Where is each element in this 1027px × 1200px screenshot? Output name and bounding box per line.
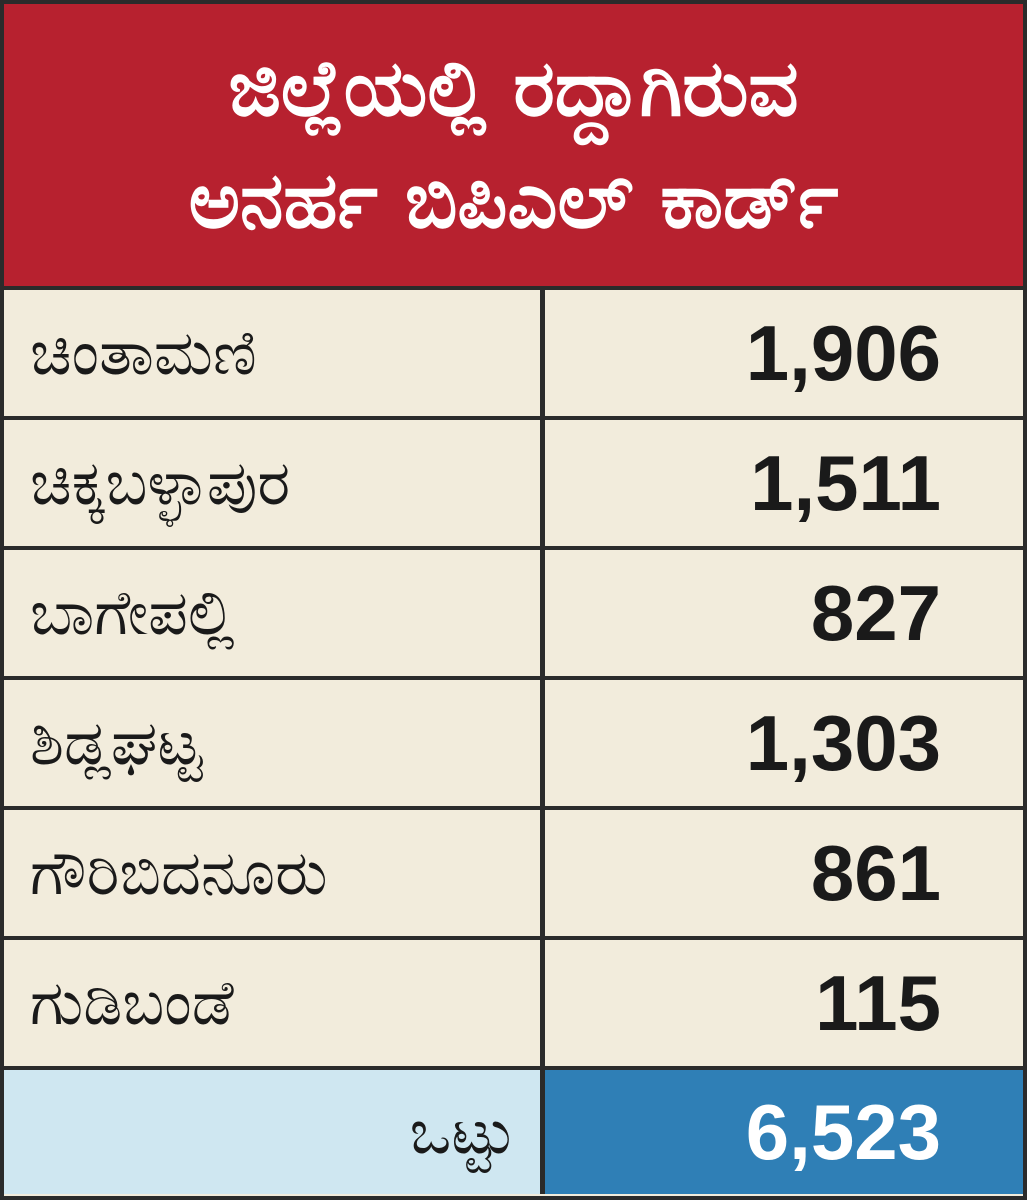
table: ಚಿಂತಾಮಣಿ 1,906 ಚಿಕ್ಕಬಳ್ಳಾಪುರ 1,511 ಬಾಗೇಪಲ್ಲಿ… <box>4 290 1023 1070</box>
total-label: ಒಟ್ಟು <box>4 1070 545 1194</box>
table-row: ಬಾಗೇಪಲ್ಲಿ 827 <box>4 550 1023 680</box>
title-line: ಅನರ್ಹ ಬಿಪಿಎಲ್ ಕಾರ್ಡ್ <box>188 156 839 246</box>
place-name: ಗುಡಿಬಂಡೆ <box>4 940 545 1066</box>
total-row: ಒಟ್ಟು 6,523 <box>4 1070 1023 1194</box>
count: 1,511 <box>750 438 941 527</box>
table-row: ಚಿಕ್ಕಬಳ್ಳಾಪುರ 1,511 <box>4 420 1023 550</box>
table-row: ಗುಡಿಬಂಡೆ 115 <box>4 940 1023 1070</box>
table-row: ಗೌರಿಬಿದನೂರು 861 <box>4 810 1023 940</box>
header: ಜಿಲ್ಲೆಯಲ್ಲಿ ರದ್ದಾಗಿರುವ ಅನರ್ಹ ಬಿಪಿಎಲ್ ಕಾರ… <box>4 4 1023 290</box>
count: 861 <box>810 828 941 917</box>
total-value: 6,523 <box>545 1070 1023 1194</box>
table-row: ಚಿಂತಾಮಣಿ 1,906 <box>4 290 1023 420</box>
place-name: ಚಿಕ್ಕಬಳ್ಳಾಪುರ <box>4 420 545 546</box>
count: 827 <box>810 568 941 657</box>
place-name: ಶಿಡ್ಲಘಟ್ಟ <box>4 680 545 806</box>
table-row: ಶಿಡ್ಲಘಟ್ಟ 1,303 <box>4 680 1023 810</box>
title-line: ಜಿಲ್ಲೆಯಲ್ಲಿ ರದ್ದಾಗಿರುವ <box>228 44 799 134</box>
place-name: ಗೌರಿಬಿದನೂರು <box>4 810 545 936</box>
place-name: ಚಿಂತಾಮಣಿ <box>4 290 545 416</box>
place-name: ಬಾಗೇಪಲ್ಲಿ <box>4 550 545 676</box>
count: 115 <box>815 958 941 1047</box>
count: 1,303 <box>745 698 941 787</box>
count: 1,906 <box>745 308 941 397</box>
